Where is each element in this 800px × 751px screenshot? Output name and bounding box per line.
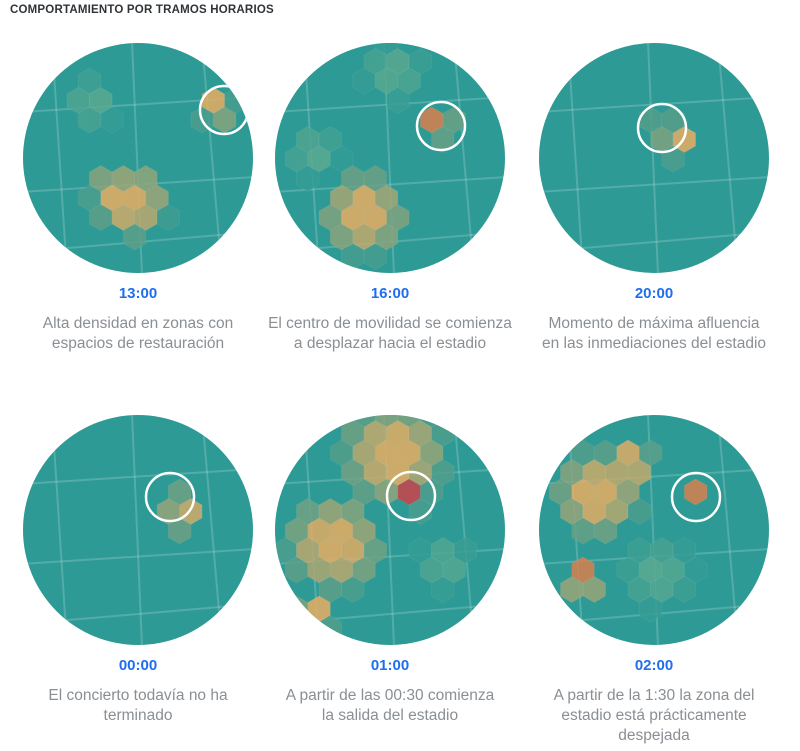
time-panel: 02:00 A partir de la 1:30 la zona del es… — [524, 414, 784, 746]
page-title: COMPORTAMIENTO POR TRAMOS HORARIOS — [10, 4, 274, 16]
heatmap-map — [539, 43, 769, 273]
hex-cell — [593, 517, 618, 545]
caption-line: terminado — [103, 707, 173, 724]
street-line — [23, 548, 253, 565]
caption: Alta densidad en zonas con espacios de r… — [8, 314, 268, 354]
time-label: 01:00 — [370, 657, 410, 674]
heatmap-map — [23, 415, 253, 645]
time-label: 20:00 — [634, 285, 674, 302]
time-label: 13:00 — [118, 285, 158, 302]
street-line — [567, 43, 584, 273]
caption-line: en las inmediaciones del estadio — [541, 335, 767, 352]
street-line — [201, 43, 223, 273]
hex-cell — [212, 106, 237, 134]
time-panel: 00:00 El concierto todavía no ha termina… — [8, 414, 268, 726]
caption: El centro de movilidad se comienza a des… — [260, 314, 520, 354]
hex-cell — [122, 223, 147, 251]
time-panel: 13:00 Alta densidad en zonas con espacio… — [8, 42, 268, 354]
stadium-highlight-ring — [636, 102, 688, 154]
heatmap-map — [539, 415, 769, 645]
street-line — [717, 415, 739, 645]
caption-line: A partir de las 00:30 comienza — [285, 687, 495, 704]
caption-line: A partir de la 1:30 la zona del — [553, 687, 755, 704]
map-layer — [539, 415, 769, 645]
caption-line: Alta densidad en zonas con — [42, 315, 234, 332]
street-line — [275, 176, 505, 193]
street-line — [647, 43, 659, 273]
map-layer — [275, 415, 505, 645]
street-line — [453, 43, 475, 273]
caption: El concierto todavía no ha terminado — [8, 686, 268, 726]
heatmap-map — [23, 43, 253, 273]
hex-cell — [431, 575, 455, 604]
hex-cell — [341, 575, 365, 604]
hex-cell — [672, 575, 697, 604]
hex-cell — [683, 478, 708, 506]
hex-cell — [638, 595, 663, 623]
stadium-highlight-ring — [670, 471, 722, 523]
hex-cell — [296, 614, 320, 643]
hex-cell — [156, 203, 181, 232]
street-line — [51, 43, 68, 273]
hex-cell — [408, 497, 433, 526]
caption: Momento de máxima afluencia en las inmed… — [524, 314, 784, 354]
map-layer — [539, 43, 769, 273]
stadium-highlight-ring — [415, 100, 467, 152]
hex-cell — [582, 575, 606, 604]
time-label: 00:00 — [118, 657, 158, 674]
heatmap-map — [275, 43, 505, 273]
caption-line: a desplazar hacia el estadio — [293, 335, 487, 352]
hex-cell — [296, 164, 320, 193]
caption-line: Momento de máxima afluencia — [548, 315, 760, 332]
map-layer — [23, 415, 253, 645]
caption-line: la salida del estadio — [321, 707, 459, 724]
caption-line: estadio está prácticamente — [561, 707, 747, 724]
caption-line: El concierto todavía no ha — [48, 687, 228, 704]
caption-line: El centro de movilidad se comienza — [268, 315, 512, 332]
street-line — [539, 176, 769, 193]
caption: A partir de la 1:30 la zona del estadio … — [524, 686, 784, 746]
time-panel: 01:00 A partir de las 00:30 comienza la … — [260, 414, 520, 726]
hex-cell — [363, 242, 388, 271]
street-line — [201, 415, 223, 645]
caption-line: espacios de restauración — [51, 335, 225, 352]
map-layer — [23, 43, 253, 273]
hex-cell — [627, 497, 652, 526]
street-line — [51, 415, 68, 645]
time-panel: 20:00 Momento de máxima afluencia en las… — [524, 42, 784, 354]
stadium-highlight-ring — [144, 471, 196, 523]
heatmap-map — [275, 415, 505, 645]
street-line — [23, 468, 253, 485]
stadium-highlight-ring — [385, 470, 437, 522]
caption: A partir de las 00:30 comienza la salida… — [260, 686, 520, 726]
map-layer — [275, 43, 505, 273]
street-line — [453, 415, 475, 645]
street-line — [131, 415, 143, 645]
time-label: 02:00 — [634, 657, 674, 674]
caption-line: despejada — [618, 727, 690, 744]
time-label: 16:00 — [370, 285, 410, 302]
time-panel: 16:00 El centro de movilidad se comienza… — [260, 42, 520, 354]
hex-cell — [386, 86, 410, 115]
street-line — [717, 43, 739, 273]
hex-cell — [100, 106, 124, 134]
